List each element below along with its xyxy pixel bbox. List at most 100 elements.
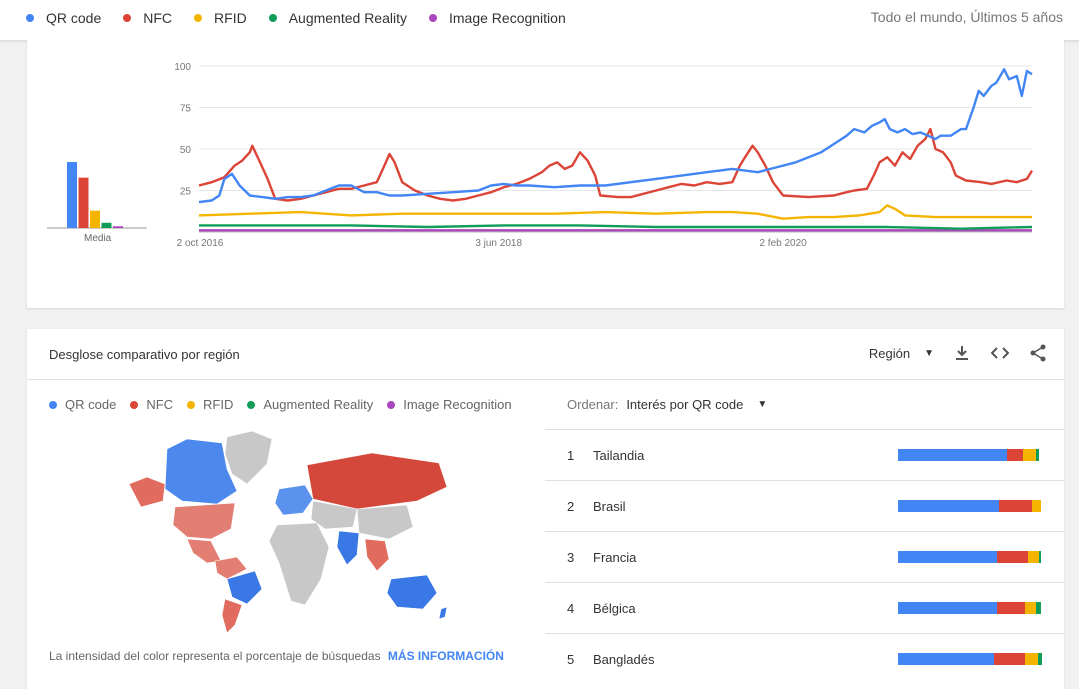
share-segment	[1007, 449, 1024, 461]
map-region-africa[interactable]	[268, 522, 330, 606]
series-line-2[interactable]	[198, 204, 1032, 220]
map-region-australia[interactable]	[386, 574, 438, 610]
map-region-new-zealand[interactable]	[438, 606, 448, 620]
map-region-south-america-south[interactable]	[221, 598, 243, 634]
share-segment	[1037, 653, 1042, 665]
region-breakdown-card: Desglose comparativo por región Región ▼…	[27, 329, 1064, 689]
share-segment	[1031, 500, 1041, 512]
region-share-bar	[898, 449, 1042, 461]
share-segment	[898, 500, 999, 512]
map-legend-item-0[interactable]: QR code	[49, 397, 116, 412]
legend-dot-icon	[49, 400, 57, 409]
share-icon[interactable]	[1028, 343, 1048, 363]
map-legend-item-4[interactable]: Image Recognition	[387, 397, 512, 412]
caret-down-icon: ▼	[924, 347, 934, 359]
map-region-usa[interactable]	[172, 502, 236, 540]
scope-label[interactable]: Todo el mundo, Últimos 5 años	[870, 9, 1063, 25]
series-line-3[interactable]	[199, 224, 1033, 230]
map-region-europe[interactable]	[274, 484, 314, 516]
region-row[interactable]: 4 Bélgica	[545, 582, 1064, 633]
section-title: Desglose comparativo por región	[49, 347, 240, 362]
share-segment	[997, 602, 1025, 614]
map-legend-label: Image Recognition	[403, 397, 512, 412]
map-region-southeast-asia[interactable]	[364, 538, 390, 572]
x-tick-label: 2 feb 2020	[759, 238, 807, 249]
region-rank: 5	[567, 652, 575, 667]
share-segment	[1023, 449, 1037, 461]
interest-over-time-card: Media 100 75 50 25 2 oct 2016 3 jun 2018 2 feb…	[27, 40, 1064, 308]
region-row[interactable]: 5 Bangladés	[545, 633, 1064, 684]
average-bar-2	[90, 210, 100, 228]
world-map[interactable]	[127, 429, 457, 634]
legend-dot-icon	[187, 400, 196, 409]
map-region-greenland[interactable]	[224, 430, 273, 485]
caret-down-icon: ▼	[757, 399, 768, 410]
map-legend: QR code NFC RFID Augmented Reality Image Rec…	[49, 397, 526, 412]
map-region-mexico[interactable]	[186, 538, 222, 564]
average-label: Media	[84, 233, 112, 244]
average-bar-3	[101, 222, 112, 228]
region-share-bar	[898, 500, 1042, 512]
share-segment	[1027, 551, 1040, 563]
map-legend-item-2[interactable]: RFID	[187, 397, 233, 412]
region-row[interactable]: 1 Tailandia	[545, 429, 1064, 480]
series-line-0[interactable]	[198, 68, 1033, 204]
y-tick-label: 75	[180, 104, 192, 115]
map-region-india[interactable]	[336, 530, 360, 566]
region-dropdown[interactable]: Región ▼	[869, 346, 934, 361]
share-segment	[1036, 449, 1040, 461]
download-icon[interactable]	[952, 343, 972, 363]
region-rows: 1 Tailandia 2 Brasil 3 Francia 4 Bélgica 5 Bangla…	[545, 429, 1064, 684]
line-chart: 100 75 50 25 2 oct 2016 3 jun 2018 2 feb 2020	[174, 62, 1034, 249]
embed-code-icon[interactable]	[990, 343, 1010, 363]
legend-item-4[interactable]: Image Recognition	[429, 10, 566, 26]
region-share-bar	[898, 653, 1042, 665]
map-legend-item-1[interactable]: NFC	[130, 397, 173, 412]
legend-label: NFC	[143, 10, 173, 26]
sort-control[interactable]: Ordenar: Interés por QR code ▼	[567, 397, 767, 412]
map-region-alaska[interactable]	[128, 476, 166, 508]
legend-label: QR code	[46, 10, 102, 26]
more-info-link[interactable]: MÁS INFORMACIÓN	[387, 649, 504, 663]
region-rank: 2	[567, 499, 575, 514]
legend-dot-icon	[26, 14, 34, 22]
region-row[interactable]: 3 Francia	[545, 531, 1064, 582]
legend-item-1[interactable]: NFC	[123, 10, 172, 26]
map-region-brazil[interactable]	[226, 570, 263, 605]
series-line-1[interactable]	[198, 127, 1034, 202]
legend-dot-icon	[247, 400, 256, 409]
legend-dot-icon	[123, 14, 132, 22]
map-legend-label: NFC	[146, 397, 174, 412]
legend-label: Image Recognition	[449, 10, 566, 26]
legend-dot-icon	[268, 14, 277, 22]
share-segment	[898, 602, 998, 614]
map-region-canada[interactable]	[164, 438, 238, 505]
legend-item-2[interactable]: RFID	[194, 10, 247, 26]
y-tick-label: 50	[180, 145, 192, 156]
average-bar-4	[113, 226, 123, 228]
region-row[interactable]: 2 Brasil	[545, 480, 1064, 531]
region-rank: 4	[567, 601, 575, 616]
top-legend-bar: QR code NFC RFID Augmented Reality Image Rec…	[0, 0, 1079, 41]
legend-item-0[interactable]: QR code	[26, 10, 101, 26]
region-name: Brasil	[593, 499, 626, 514]
region-rank: 3	[567, 550, 575, 565]
region-name: Bangladés	[593, 652, 655, 667]
map-region-central-asia[interactable]	[310, 500, 358, 530]
map-region-china[interactable]	[356, 504, 414, 540]
sort-label: Ordenar:	[567, 397, 619, 412]
share-segment	[997, 551, 1028, 563]
legend-label: RFID	[214, 10, 247, 26]
y-tick-label: 100	[174, 62, 191, 73]
section-tools: Región ▼	[869, 343, 1048, 363]
share-segment	[1024, 602, 1037, 614]
legend-item-3[interactable]: Augmented Reality	[268, 10, 407, 26]
legend-dot-icon	[130, 400, 139, 409]
map-legend-item-3[interactable]: Augmented Reality	[247, 397, 373, 412]
average-bar-1	[78, 177, 89, 228]
map-region-russia[interactable]	[306, 452, 448, 510]
map-footnote: La intensidad del color representa el po…	[49, 649, 504, 663]
region-name: Francia	[593, 550, 637, 565]
divider	[27, 379, 1064, 380]
map-region-south-america-north[interactable]	[214, 556, 248, 580]
